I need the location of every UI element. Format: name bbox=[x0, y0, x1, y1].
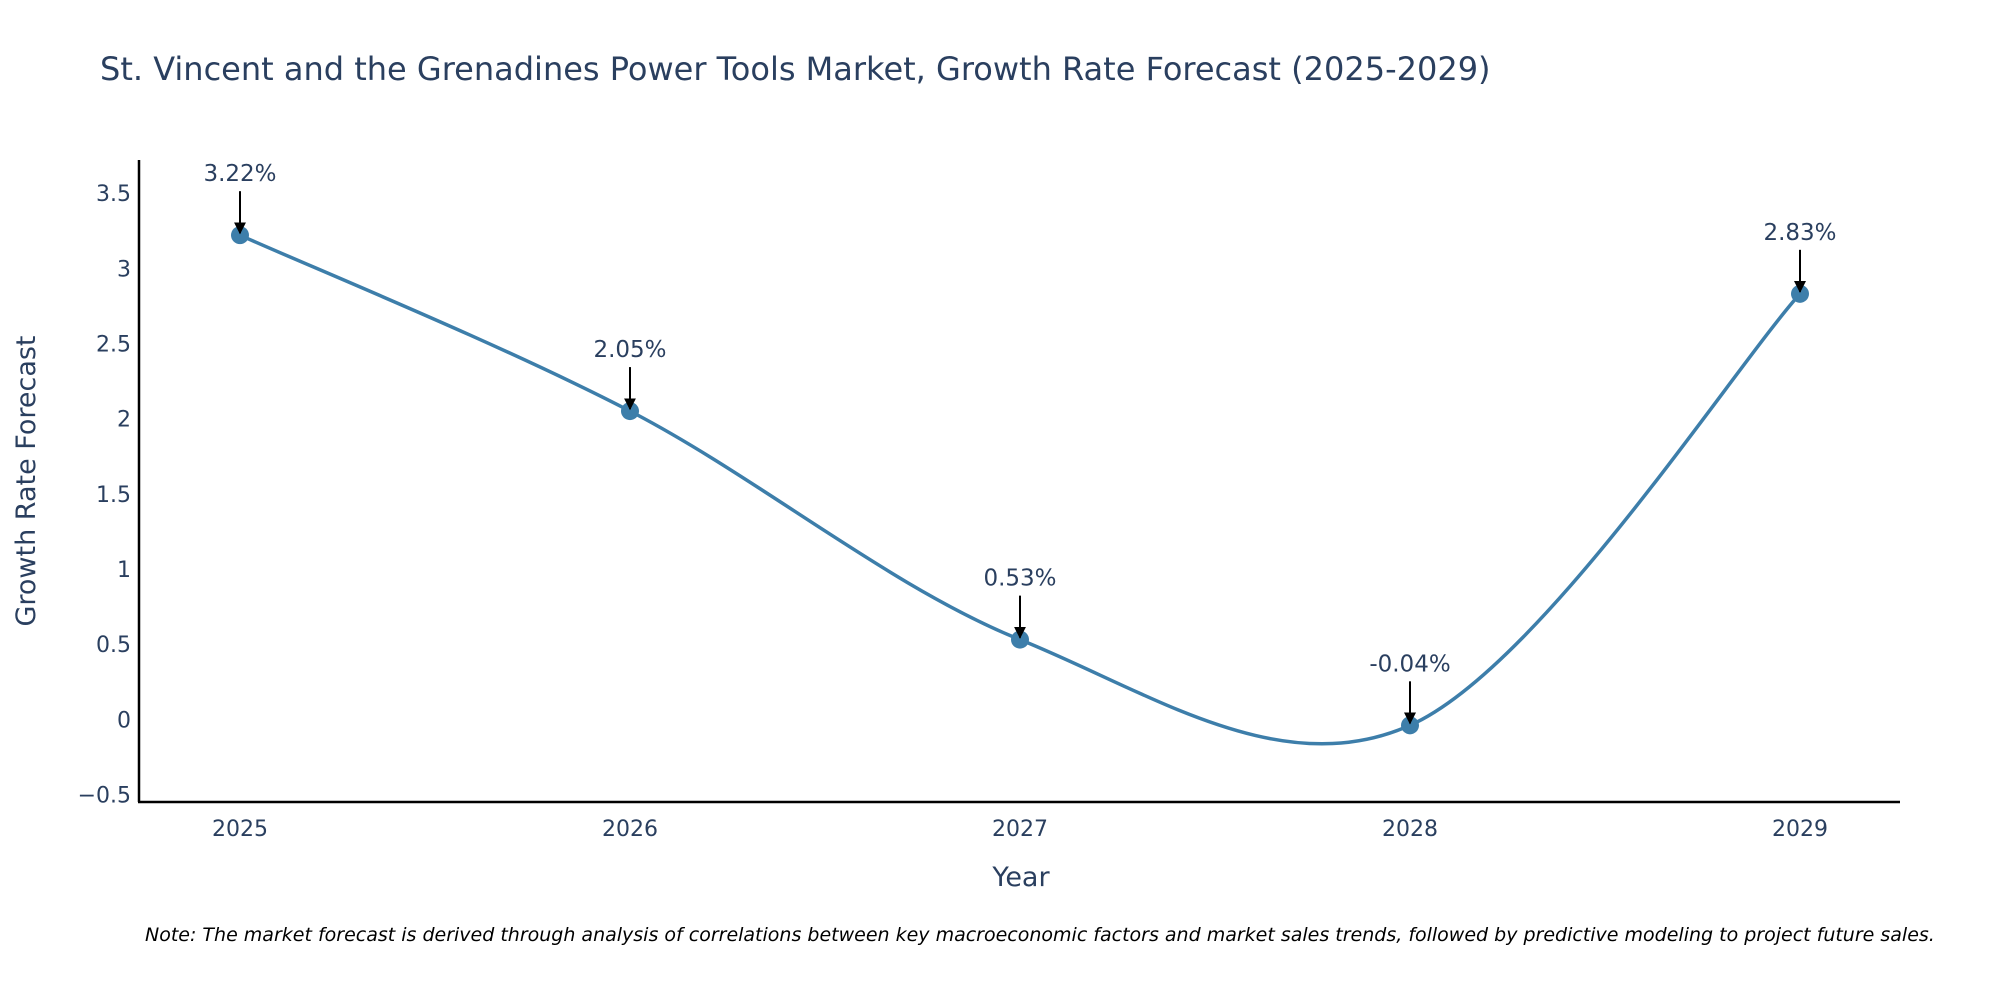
data-label: -0.04% bbox=[1369, 651, 1450, 677]
data-annotations: 3.22% 2.05% 0.53% -0.04% 2.83% bbox=[203, 161, 1837, 725]
y-tick-label: 3.5 bbox=[96, 182, 131, 207]
axes bbox=[137, 160, 1900, 804]
x-axis-title: Year bbox=[991, 862, 1050, 893]
x-tick-label: 2025 bbox=[212, 817, 268, 842]
x-axis-ticks: 2025 2026 2027 2028 2029 bbox=[212, 817, 1828, 842]
data-label: 2.83% bbox=[1763, 220, 1836, 246]
data-label: 0.53% bbox=[983, 566, 1056, 592]
series-line-layer bbox=[239, 233, 1802, 746]
data-label: 2.05% bbox=[593, 337, 666, 363]
y-tick-label: 1.5 bbox=[96, 483, 131, 508]
chart-note: Note: The market forecast is derived thr… bbox=[145, 924, 1935, 946]
x-tick-label: 2026 bbox=[602, 817, 658, 842]
y-tick-label: 0.5 bbox=[96, 633, 131, 658]
y-axis-ticks: −0.5 0 0.5 1 1.5 2 2.5 3 3.5 bbox=[78, 182, 131, 808]
series-line bbox=[239, 233, 1802, 746]
x-tick-label: 2028 bbox=[1382, 817, 1438, 842]
y-tick-label: 1 bbox=[117, 558, 131, 583]
y-tick-label: −0.5 bbox=[78, 783, 131, 808]
y-tick-label: 0 bbox=[117, 708, 131, 733]
y-tick-label: 2 bbox=[117, 408, 131, 433]
chart-title: St. Vincent and the Grenadines Power Too… bbox=[100, 50, 1491, 88]
y-axis-title: Growth Rate Forecast bbox=[11, 335, 42, 626]
x-tick-label: 2027 bbox=[992, 817, 1048, 842]
x-tick-label: 2029 bbox=[1772, 817, 1828, 842]
y-tick-label: 2.5 bbox=[96, 332, 131, 357]
data-label: 3.22% bbox=[203, 161, 276, 187]
data-point-markers bbox=[231, 226, 1809, 735]
y-tick-label: 3 bbox=[117, 257, 131, 282]
